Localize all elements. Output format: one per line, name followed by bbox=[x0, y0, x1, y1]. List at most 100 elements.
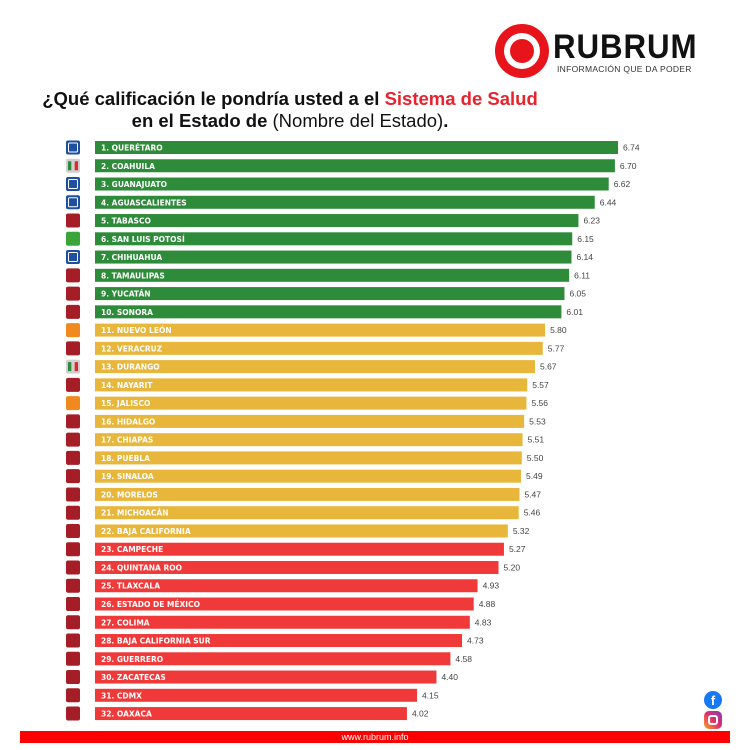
bar bbox=[95, 433, 523, 447]
bar-label: 18. PUEBLA bbox=[101, 454, 150, 463]
footer-bar: www.rubrum.info bbox=[20, 731, 730, 743]
party-logo-icon-morena bbox=[66, 688, 80, 703]
bar bbox=[95, 524, 508, 538]
party-logo-icon-verde bbox=[66, 231, 80, 246]
party-logo-icon-morena bbox=[66, 377, 80, 392]
pri-stripe bbox=[74, 161, 78, 171]
party-logo-icon-morena bbox=[66, 523, 80, 538]
bar-label: 9. YUCATÁN bbox=[101, 290, 151, 299]
bar bbox=[95, 451, 522, 465]
bar bbox=[95, 159, 615, 173]
bar-label: 31. CDMX bbox=[101, 691, 142, 700]
bar-label: 32. OAXACA bbox=[101, 710, 152, 719]
bar-label: 7. CHIHUAHUA bbox=[101, 253, 162, 262]
bar bbox=[95, 250, 572, 264]
party-logo-icon-morena bbox=[66, 286, 80, 301]
title-part: en el Estado de bbox=[131, 110, 273, 131]
party-logo-icon-morena bbox=[66, 341, 80, 356]
title-part: (Nombre del Estado) bbox=[272, 110, 444, 131]
pri-stripe bbox=[68, 161, 72, 171]
bar bbox=[95, 688, 418, 702]
value-label: 5.49 bbox=[526, 471, 543, 481]
value-label: 6.05 bbox=[569, 289, 586, 299]
value-label: 5.46 bbox=[524, 508, 541, 518]
party-logo-icon-morena bbox=[66, 450, 80, 465]
bar-label: 25. TLAXCALA bbox=[101, 582, 160, 591]
value-label: 6.44 bbox=[600, 197, 617, 207]
party-logo-icon-morena bbox=[66, 304, 80, 319]
bar-label: 20. MORELOS bbox=[101, 490, 158, 499]
bar-label: 22. BAJA CALIFORNIA bbox=[101, 527, 191, 536]
party-logo-icon-morena bbox=[66, 432, 80, 447]
value-label: 6.01 bbox=[566, 307, 583, 317]
party-logo-icon-pan bbox=[66, 195, 80, 210]
bar bbox=[95, 141, 619, 154]
pan-square bbox=[68, 179, 78, 190]
bar-label: 16. HIDALGO bbox=[101, 417, 155, 426]
footer-url[interactable]: www.rubrum.info bbox=[341, 732, 409, 742]
bar bbox=[95, 597, 474, 611]
value-label: 5.47 bbox=[524, 489, 541, 499]
pan-square bbox=[68, 142, 78, 153]
value-label: 5.32 bbox=[513, 526, 530, 536]
party-logo-icon-pan bbox=[66, 140, 80, 155]
value-label: 5.56 bbox=[531, 398, 548, 408]
value-label: 6.62 bbox=[614, 179, 631, 189]
party-logo-icon-mc bbox=[66, 323, 80, 338]
rubrum-logo: RUBRUM INFORMACIÓN QUE DA PODER bbox=[495, 24, 720, 80]
bar-label: 30. ZACATECAS bbox=[101, 673, 166, 682]
party-logo-icon-morena bbox=[66, 542, 80, 557]
value-label: 4.88 bbox=[479, 599, 496, 609]
bar bbox=[95, 177, 609, 191]
title-highlight: Sistema de Salud bbox=[384, 88, 538, 109]
value-label: 5.20 bbox=[504, 562, 521, 572]
party-logo-icon-pan bbox=[66, 177, 80, 192]
bar bbox=[95, 652, 451, 666]
value-label: 5.53 bbox=[529, 416, 546, 426]
facebook-icon[interactable]: f bbox=[704, 691, 722, 709]
bar bbox=[95, 396, 527, 410]
bar-label: 8. TAMAULIPAS bbox=[101, 271, 165, 280]
bar-label: 15. JALISCO bbox=[101, 399, 150, 408]
bar-label: 4. AGUASCALIENTES bbox=[101, 198, 187, 207]
bar-label: 2. COAHUILA bbox=[101, 162, 155, 171]
value-label: 6.23 bbox=[583, 216, 600, 226]
bar bbox=[95, 506, 519, 520]
bar-label: 13. DURANGO bbox=[101, 363, 160, 372]
party-logo-icon-morena bbox=[66, 469, 80, 484]
bar bbox=[95, 487, 520, 501]
party-logo-icon-morena bbox=[66, 487, 80, 502]
bar-label: 28. BAJA CALIFORNIA SUR bbox=[101, 637, 211, 646]
bar bbox=[95, 634, 463, 648]
value-label: 5.57 bbox=[532, 380, 549, 390]
bar-label: 21. MICHOACÁN bbox=[101, 509, 169, 518]
pan-square bbox=[68, 252, 78, 263]
chart-title: ¿Qué calificación le pondría usted a el … bbox=[40, 88, 540, 132]
party-logo-icon-morena bbox=[66, 597, 80, 611]
party-logo-icon-morena bbox=[66, 578, 80, 593]
value-label: 5.77 bbox=[548, 343, 565, 353]
value-label: 4.40 bbox=[441, 672, 458, 682]
pri-stripe bbox=[74, 362, 78, 372]
bar-label: 3. GUANAJUATO bbox=[101, 180, 167, 189]
pri-stripe bbox=[68, 362, 72, 372]
bar-label: 14. NAYARIT bbox=[101, 381, 153, 390]
party-logo-icon-morena bbox=[66, 560, 80, 575]
bar bbox=[95, 268, 570, 282]
party-logo-icon-morena bbox=[66, 633, 80, 648]
value-label: 5.80 bbox=[550, 325, 567, 335]
bar bbox=[95, 214, 579, 228]
bar-label: 10. SONORA bbox=[101, 308, 153, 317]
value-label: 5.50 bbox=[527, 453, 544, 463]
bar bbox=[95, 341, 543, 355]
bar-label: 5. TABASCO bbox=[101, 217, 151, 226]
bar-label: 6. SAN LUIS POTOSÍ bbox=[101, 235, 185, 244]
bar bbox=[95, 323, 546, 337]
target-logo-icon bbox=[495, 24, 549, 78]
instagram-icon[interactable] bbox=[704, 711, 722, 729]
party-logo-icon-morena bbox=[66, 670, 80, 685]
bar bbox=[95, 305, 562, 319]
value-label: 4.73 bbox=[467, 636, 484, 646]
value-label: 4.58 bbox=[455, 654, 472, 664]
bar bbox=[95, 670, 437, 684]
